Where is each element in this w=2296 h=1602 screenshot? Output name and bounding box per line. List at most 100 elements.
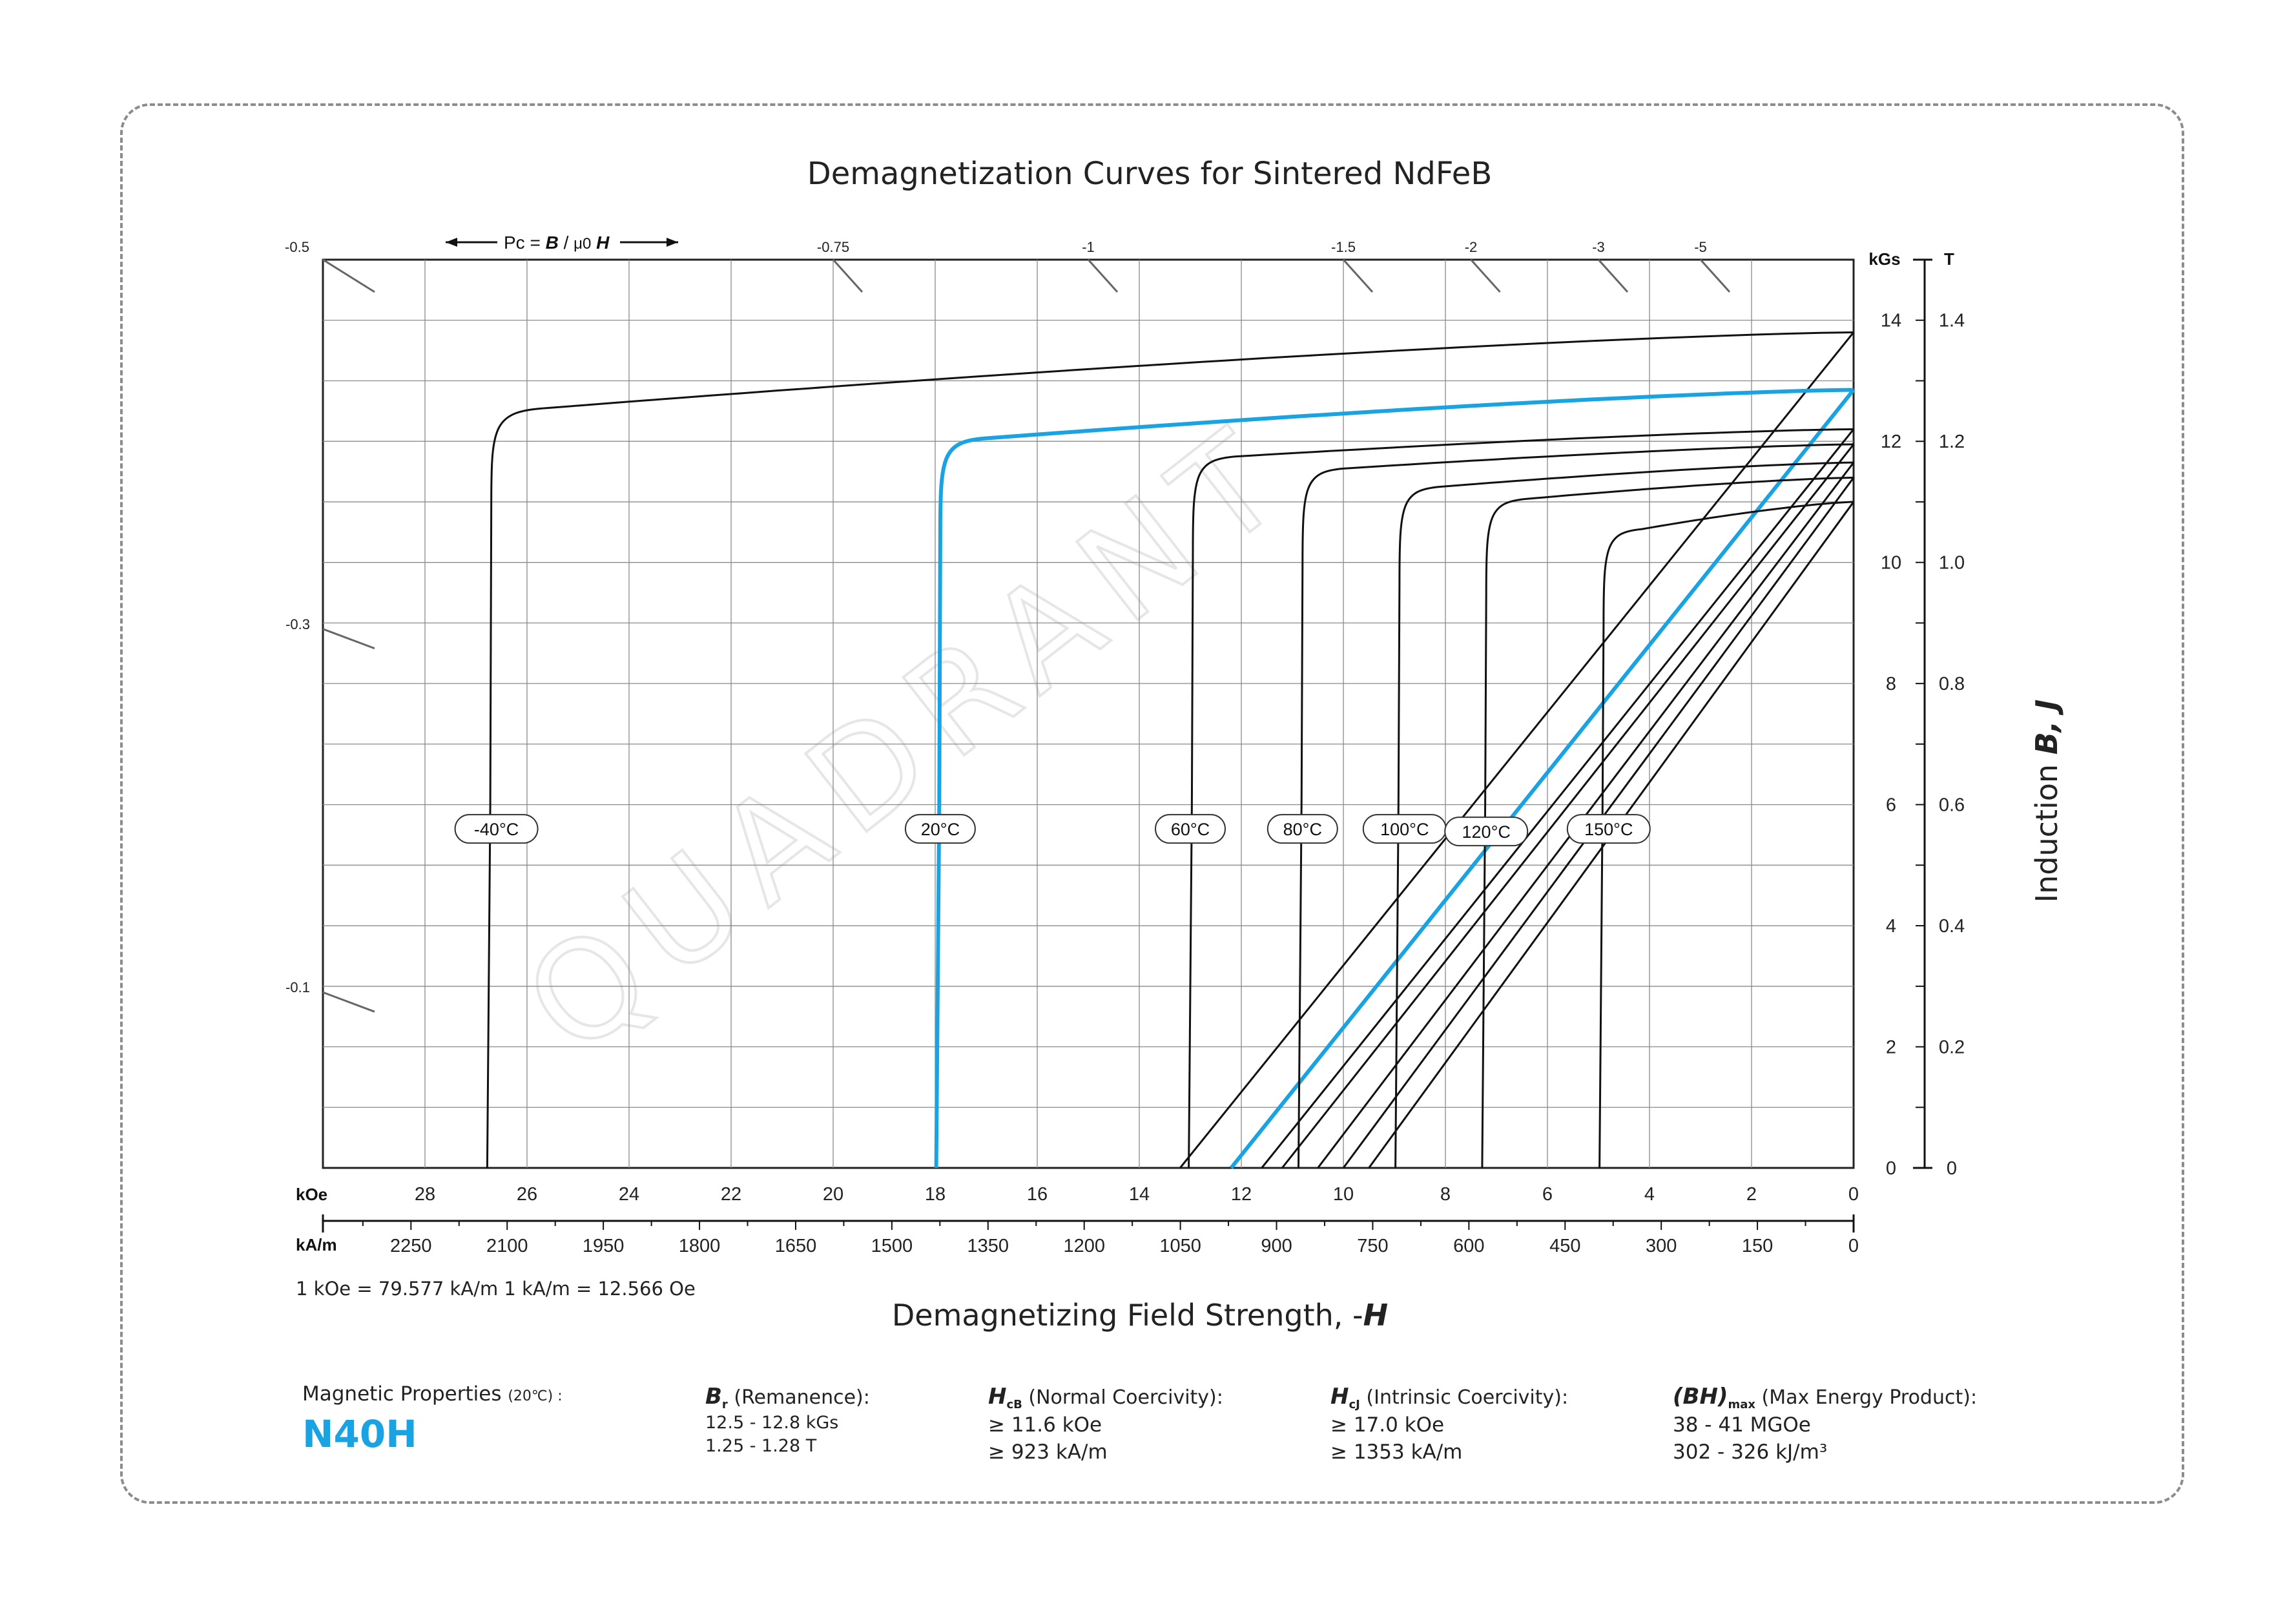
y-tick-label-kgs: 2 bbox=[1886, 1037, 1896, 1058]
chart-frame bbox=[120, 103, 2184, 1504]
intrinsic-curve bbox=[1598, 501, 1854, 1169]
temp-label-pill bbox=[1444, 817, 1529, 847]
pc-tick bbox=[322, 991, 375, 1013]
x-tick-label-kam: 1800 bbox=[679, 1236, 721, 1256]
x-tick-label-koe: 18 bbox=[925, 1184, 946, 1205]
y-tick-label-t: 1.4 bbox=[1939, 311, 1965, 331]
temperature-labels: -40°C 20°C 60°C 80°C 100°C 120°C 150°C bbox=[454, 814, 1651, 847]
y-tick-label-kgs: 4 bbox=[1886, 916, 1896, 937]
pc-tick-label: -5 bbox=[1694, 239, 1707, 255]
temp-label-pill bbox=[904, 814, 976, 844]
y-tick-label-t: 0.4 bbox=[1939, 916, 1965, 937]
permeance-ticks: -0.5 -0.75 -1 -1.5 -2 -3 -5 -0.3 -0.1 bbox=[285, 239, 1731, 1013]
x-tick-label-koe: 4 bbox=[1644, 1184, 1655, 1205]
x-tick-label-koe: 20 bbox=[823, 1184, 843, 1205]
x-tick-label-kam: 150 bbox=[1742, 1236, 1773, 1256]
hcb-line2: ≥ 923 kA/m bbox=[988, 1441, 1108, 1464]
y-unit-kgs: kGs bbox=[1868, 249, 1900, 269]
pc-label: Pc = B / μ0 H bbox=[504, 233, 610, 253]
hcj-line2: ≥ 1353 kA/m bbox=[1330, 1441, 1463, 1464]
temp-label-pill bbox=[1566, 814, 1651, 844]
x-tick-label-koe: 0 bbox=[1848, 1184, 1859, 1205]
pc-tick-label: -0.75 bbox=[817, 239, 849, 255]
normal-curve-line bbox=[1261, 428, 1855, 1169]
intrinsic-curve bbox=[1298, 443, 1854, 1169]
x-tick-label-koe: 24 bbox=[619, 1184, 639, 1205]
pc-tick-label: -1 bbox=[1082, 239, 1095, 255]
temp-label: -40°C bbox=[454, 814, 539, 844]
properties-heading-temp: (20℃) : bbox=[508, 1388, 563, 1404]
y-unit-t: T bbox=[1944, 249, 1954, 269]
temp-label-text: -40°C bbox=[474, 820, 519, 839]
pc-tick-label: -0.1 bbox=[285, 979, 310, 995]
hcb-line1: ≥ 11.6 kOe bbox=[988, 1413, 1102, 1437]
pc-legend: Pc = B / μ0 H bbox=[446, 233, 678, 253]
y-tick-label-kgs: 14 bbox=[1881, 311, 1901, 331]
x-tick-label-kam: 1500 bbox=[871, 1236, 913, 1256]
temp-label-pill bbox=[454, 814, 539, 844]
temp-label-text: 150°C bbox=[1584, 820, 1633, 839]
y-tick-label-kgs: 0 bbox=[1886, 1158, 1896, 1179]
pc-tick bbox=[1087, 258, 1119, 293]
properties-heading: Magnetic Properties bbox=[302, 1382, 502, 1406]
x-tick-label-koe: 12 bbox=[1231, 1184, 1252, 1205]
pc-tick bbox=[1470, 258, 1501, 293]
br-line1: 12.5 - 12.8 kGs bbox=[705, 1413, 839, 1433]
hcj-label: (Intrinsic Coercivity): bbox=[1366, 1386, 1569, 1409]
x-tick-label-koe: 26 bbox=[517, 1184, 537, 1205]
y-tick-label-t: 1.2 bbox=[1939, 432, 1965, 452]
pc-tick-label: -1.5 bbox=[1331, 239, 1356, 255]
temp-label-pill bbox=[1155, 814, 1226, 844]
normal-curves bbox=[1179, 331, 1856, 1169]
br-line2: 1.25 - 1.28 T bbox=[705, 1436, 817, 1456]
y-tick-label-t: 0.8 bbox=[1939, 674, 1965, 694]
y-tick-label-t: 0.2 bbox=[1939, 1037, 1965, 1058]
temp-label-text: 100°C bbox=[1380, 820, 1429, 839]
y-tick-label-t: 0.6 bbox=[1939, 795, 1965, 816]
intrinsic-curve bbox=[1394, 461, 1854, 1169]
x-tick-label-koe: 28 bbox=[415, 1184, 435, 1205]
normal-curve-line bbox=[1281, 443, 1855, 1169]
grid bbox=[322, 258, 1855, 1169]
intrinsic-curve bbox=[1481, 476, 1854, 1169]
pc-tick-label: -0.5 bbox=[285, 239, 309, 255]
hcb-label: (Normal Coercivity): bbox=[1028, 1386, 1223, 1409]
pc-tick-label: -0.3 bbox=[285, 616, 310, 632]
bhmax-block: (BH)max (Max Energy Product): 38 - 41 MG… bbox=[1673, 1384, 1977, 1466]
x-tick-label-koe: 14 bbox=[1129, 1184, 1150, 1205]
temp-label: 120°C bbox=[1444, 817, 1529, 847]
hcb-block: HcB (Normal Coercivity): ≥ 11.6 kOe ≥ 92… bbox=[988, 1384, 1223, 1466]
y-tick-label-kgs: 8 bbox=[1886, 674, 1896, 694]
normal-curve-line bbox=[1179, 331, 1855, 1169]
x-tick-label-kam: 2250 bbox=[390, 1236, 432, 1256]
properties-heading-block: Magnetic Properties (20℃) : N40H bbox=[302, 1382, 563, 1456]
intrinsic-curves bbox=[486, 331, 1854, 1169]
x-tick-label-koe: 22 bbox=[721, 1184, 741, 1205]
intrinsic-curve bbox=[934, 388, 1854, 1169]
temp-label-text: 80°C bbox=[1283, 820, 1322, 839]
pc-tick-label: -3 bbox=[1592, 239, 1605, 255]
temp-label: 150°C bbox=[1566, 814, 1651, 844]
x-tick-label-koe: 8 bbox=[1440, 1184, 1451, 1205]
y-axis: kGs T 0 2 4 6 8 10 12 14 0 0.2 0.4 0.6 0.8 1.0 1.2 1.4 bbox=[1868, 249, 1965, 1179]
intrinsic-curve bbox=[1188, 428, 1854, 1169]
y-tick-label-kgs: 6 bbox=[1886, 795, 1896, 816]
x-tick-label-kam: 300 bbox=[1646, 1236, 1677, 1256]
x-unit-koe: kOe bbox=[296, 1185, 327, 1204]
br-block: Br (Remanence): 12.5 - 12.8 kGs 1.25 - 1… bbox=[705, 1384, 870, 1458]
temp-label-text: 120°C bbox=[1462, 822, 1511, 842]
pc-tick bbox=[1597, 258, 1629, 293]
y-tick-label-kgs: 10 bbox=[1881, 553, 1901, 574]
conversion-note: 1 kOe = 79.577 kA/m 1 kA/m = 12.566 Oe bbox=[296, 1278, 696, 1300]
temp-label-pill bbox=[1267, 814, 1338, 844]
bhmax-label: (Max Energy Product): bbox=[1761, 1386, 1978, 1409]
pc-tick bbox=[1342, 258, 1374, 293]
x-tick-label-kam: 2100 bbox=[486, 1236, 528, 1256]
x-tick-label-kam: 1350 bbox=[967, 1236, 1009, 1256]
temp-label: 80°C bbox=[1267, 814, 1338, 844]
hcj-line1: ≥ 17.0 kOe bbox=[1330, 1413, 1445, 1437]
br-label: (Remanence): bbox=[734, 1386, 870, 1409]
x-tick-label-kam: 1650 bbox=[775, 1236, 817, 1256]
bhmax-line2: 302 - 326 kJ/m³ bbox=[1673, 1441, 1828, 1464]
